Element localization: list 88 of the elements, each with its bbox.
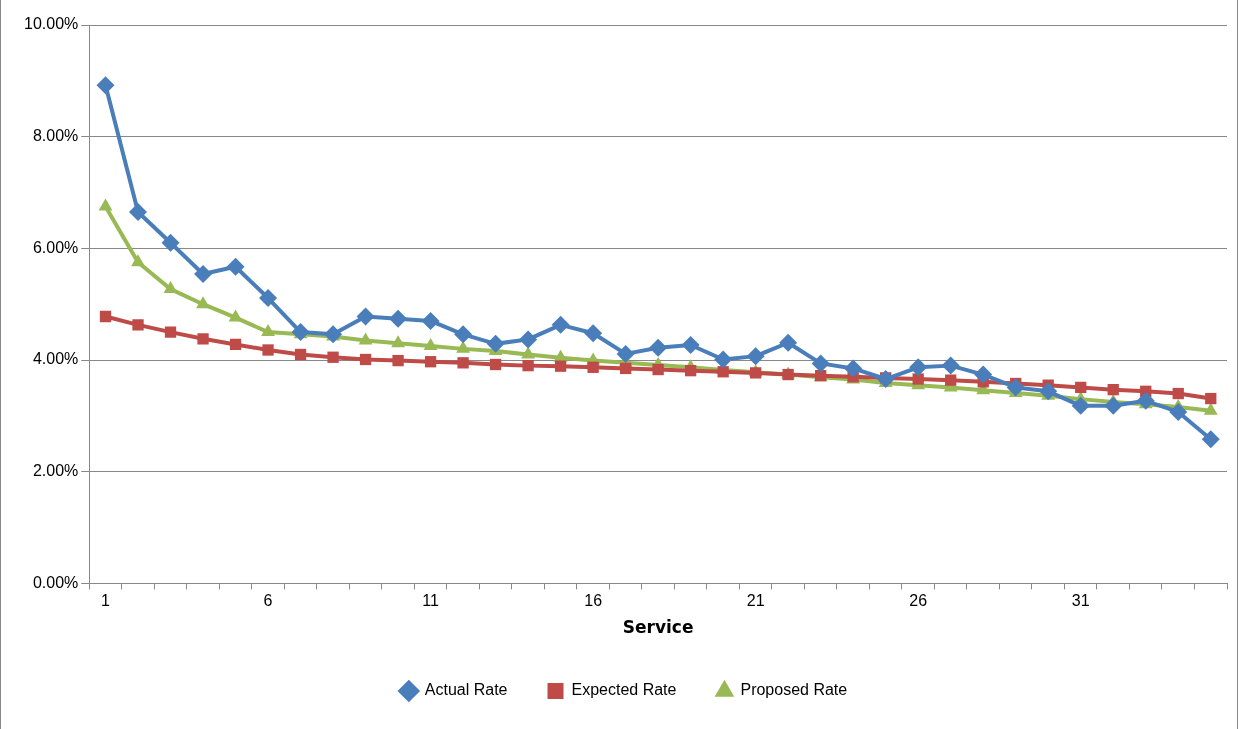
point (554, 360, 567, 372)
y-tick-label: 2.00% (32, 462, 79, 480)
point (746, 347, 765, 366)
point (1071, 396, 1090, 415)
point (294, 348, 307, 361)
point (584, 324, 603, 343)
point (876, 370, 895, 389)
point (681, 335, 700, 354)
point (359, 353, 372, 366)
point (194, 265, 213, 284)
point (262, 344, 274, 356)
y-tick-label: 10.00% (24, 15, 79, 33)
point (684, 364, 697, 377)
point (391, 335, 406, 348)
point (1169, 402, 1188, 421)
point (489, 358, 502, 371)
point (424, 356, 437, 368)
y-tick-label: 6.00% (32, 238, 79, 256)
point (1006, 378, 1025, 397)
point (714, 350, 733, 369)
point (356, 307, 375, 326)
legend-label: Proposed Rate (740, 681, 848, 699)
x-tick-label: 6 (263, 592, 273, 610)
point (196, 296, 210, 309)
point (974, 365, 993, 384)
point (164, 326, 177, 338)
point (912, 373, 924, 385)
point (941, 356, 960, 375)
x-tick-label: 21 (746, 592, 765, 610)
y-tick-label: 0.00% (32, 573, 79, 591)
point (619, 362, 632, 375)
point (486, 334, 505, 353)
point (717, 366, 729, 378)
point (261, 324, 275, 337)
point (392, 354, 404, 367)
point (1205, 392, 1217, 405)
point (259, 289, 278, 308)
x-tick-label: 11 (422, 592, 439, 610)
point (98, 198, 113, 211)
legend-label: Expected Rate (571, 681, 677, 699)
point (358, 332, 373, 345)
point (652, 363, 664, 376)
x-tick-label: 16 (584, 592, 603, 610)
point (779, 333, 798, 352)
point (1107, 383, 1119, 396)
point (519, 330, 538, 349)
point (1201, 430, 1220, 449)
point (587, 361, 599, 373)
point (197, 333, 209, 345)
point (129, 203, 148, 222)
point (1172, 387, 1184, 400)
point (131, 254, 145, 267)
point (1136, 391, 1155, 410)
point (99, 310, 112, 323)
point (229, 338, 242, 351)
point (327, 351, 339, 363)
legend-label: Actual Rate (424, 681, 508, 699)
y-tick-label: 4.00% (32, 350, 79, 368)
x-tick-label: 1 (101, 592, 111, 610)
point (456, 340, 471, 353)
point (909, 358, 928, 377)
point (811, 354, 830, 373)
point (454, 325, 473, 344)
x-tick-label: 31 (1071, 592, 1090, 610)
point (649, 338, 668, 357)
point (228, 309, 243, 322)
point (1104, 396, 1123, 415)
x-axis-title: Service (622, 617, 694, 638)
point (522, 359, 534, 372)
point (521, 346, 536, 359)
point (389, 309, 408, 328)
y-tick-label: 8.00% (32, 127, 79, 145)
point (551, 315, 570, 334)
point (226, 257, 245, 276)
point (421, 311, 440, 330)
point (1075, 381, 1087, 394)
point (457, 357, 469, 369)
x-tick-label: 26 (909, 592, 928, 610)
point (132, 319, 144, 331)
point (96, 76, 115, 95)
point (163, 281, 178, 294)
point (1039, 382, 1058, 401)
point (1203, 402, 1218, 415)
point (161, 233, 180, 252)
point (616, 344, 635, 363)
point (423, 338, 438, 351)
point (844, 359, 863, 378)
point (945, 374, 957, 386)
